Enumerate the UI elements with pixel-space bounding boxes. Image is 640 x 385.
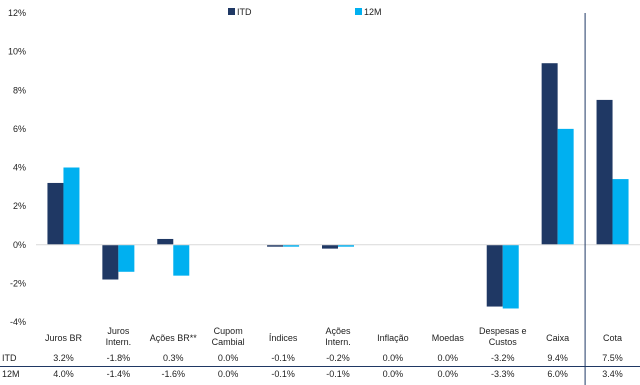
table-cell: 6.0% bbox=[547, 369, 568, 379]
table-cell: -0.1% bbox=[271, 353, 295, 363]
table-cell: 0.3% bbox=[163, 353, 184, 363]
table-cell: -1.4% bbox=[107, 369, 131, 379]
y-tick-label: 6% bbox=[13, 124, 26, 134]
bar-itd-1 bbox=[102, 244, 119, 280]
category-label: Despesas e bbox=[479, 326, 527, 336]
table-cell: 0.0% bbox=[383, 369, 404, 379]
legend-label: ITD bbox=[237, 7, 252, 17]
y-axis: -4% -2% 0% 2% 4% 6% 8% 10% 12% bbox=[8, 8, 26, 327]
category-label: Cupom bbox=[214, 326, 243, 336]
table-cell: 7.5% bbox=[602, 353, 623, 363]
bar-12m-4 bbox=[283, 244, 300, 247]
table-cell: 4.0% bbox=[53, 369, 74, 379]
category-label: Caixa bbox=[546, 333, 569, 343]
table-cell: 0.0% bbox=[383, 353, 404, 363]
bar-12m-1 bbox=[118, 244, 135, 272]
y-tick-label: 10% bbox=[8, 47, 26, 57]
table-cell: 3.2% bbox=[53, 353, 74, 363]
table-cell: -1.8% bbox=[107, 353, 131, 363]
legend: ITD 12M bbox=[228, 7, 382, 17]
y-tick-label: 0% bbox=[13, 240, 26, 250]
y-tick-label: -2% bbox=[10, 278, 26, 288]
table-cell: -0.1% bbox=[326, 369, 350, 379]
bars bbox=[47, 63, 629, 309]
bar-itd-9 bbox=[541, 63, 558, 245]
table-cell: -3.3% bbox=[491, 369, 515, 379]
category-label: Moedas bbox=[432, 333, 465, 343]
bar-itd-4 bbox=[267, 244, 284, 247]
category-label: Ações bbox=[325, 326, 351, 336]
category-label: Índices bbox=[269, 333, 298, 343]
bar-12m-9 bbox=[557, 128, 574, 245]
y-tick-label: 4% bbox=[13, 163, 26, 173]
y-tick-label: -4% bbox=[10, 317, 26, 327]
table-cell: 3.4% bbox=[602, 369, 623, 379]
legend-label: 12M bbox=[364, 7, 382, 17]
bar-12m-2 bbox=[173, 244, 190, 276]
category-label: Intern. bbox=[106, 337, 132, 347]
y-tick-label: 12% bbox=[8, 8, 26, 18]
y-tick-label: 8% bbox=[13, 85, 26, 95]
bar-12m-0 bbox=[63, 167, 80, 245]
bar-itd-8 bbox=[486, 244, 503, 307]
bar-itd-5 bbox=[322, 244, 338, 249]
table-cell: 0.0% bbox=[218, 353, 239, 363]
category-label: Cota bbox=[603, 333, 622, 343]
bar-itd-0 bbox=[47, 182, 64, 245]
table-cell: -1.6% bbox=[162, 369, 186, 379]
category-label: Juros bbox=[107, 326, 130, 336]
legend-swatch-12m bbox=[355, 8, 362, 15]
table-row-label: 12M bbox=[2, 369, 20, 379]
table-cell: 0.0% bbox=[218, 369, 239, 379]
category-label: Intern. bbox=[325, 337, 351, 347]
bar-12m-5 bbox=[338, 244, 354, 247]
table-cell: 0.0% bbox=[438, 353, 459, 363]
table-cell: 9.4% bbox=[547, 353, 568, 363]
table-cell: -0.2% bbox=[326, 353, 350, 363]
category-label: Custos bbox=[489, 337, 518, 347]
category-label: Juros BR bbox=[45, 333, 83, 343]
bar-12m-10 bbox=[612, 179, 629, 245]
table-cell: -0.1% bbox=[271, 369, 295, 379]
category-label: Cambial bbox=[212, 337, 245, 347]
bar-itd-2 bbox=[157, 238, 174, 245]
legend-swatch-itd bbox=[228, 8, 235, 15]
y-tick-label: 2% bbox=[13, 201, 26, 211]
table-cell: -3.2% bbox=[491, 353, 515, 363]
data-table: ITD 3.2% -1.8% 0.3% 0.0% -0.1% -0.2% 0.0% 0.0% -3… bbox=[0, 353, 640, 379]
table-row-label: ITD bbox=[2, 353, 17, 363]
category-label: Ações BR** bbox=[150, 333, 198, 343]
category-label: Inflação bbox=[377, 333, 409, 343]
bar-12m-8 bbox=[502, 244, 519, 309]
table-cell: 0.0% bbox=[438, 369, 459, 379]
bar-itd-10 bbox=[596, 99, 613, 245]
